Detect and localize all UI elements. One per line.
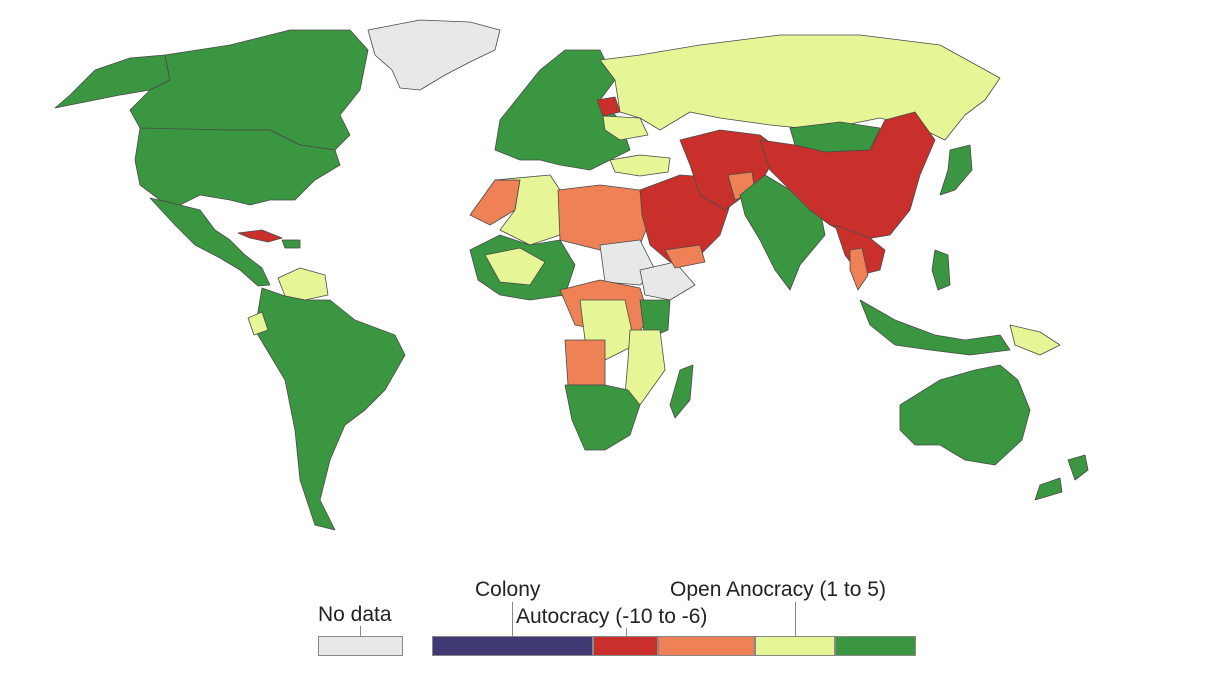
region-australia — [899, 364, 1031, 466]
region-turkey — [609, 154, 671, 177]
region-cuba — [237, 229, 283, 243]
region-russia — [599, 34, 1001, 141]
region-angola — [564, 339, 606, 386]
region-ukraine — [602, 115, 649, 141]
legend-swatch-no-data — [318, 636, 403, 656]
legend-swatch-autocracy — [593, 636, 658, 656]
region-indonesia — [859, 299, 1011, 356]
region-japan — [939, 144, 973, 196]
region-madagascar — [669, 364, 694, 419]
region-hispaniola — [281, 239, 301, 249]
legend-swatch-open-anocracy — [755, 636, 835, 656]
legend-label-no-data: No data — [318, 603, 392, 626]
region-thailand — [849, 247, 869, 291]
legend-swatch-democracy — [835, 636, 916, 656]
region-south-america — [254, 287, 406, 531]
region-venezuela — [277, 267, 329, 301]
tick-no-data — [360, 626, 361, 636]
region-yemen — [664, 244, 706, 269]
region-southern-africa — [564, 384, 641, 451]
region-mexico-central-america — [149, 197, 271, 287]
tick-colony — [512, 602, 513, 636]
region-horn — [639, 261, 696, 301]
region-mali-niger — [484, 247, 546, 286]
tick-autocracy — [626, 628, 627, 636]
world-map — [54, 19, 1089, 531]
legend-label-autocracy: Autocracy (-10 to -6) — [516, 605, 708, 628]
region-ecuador — [247, 311, 269, 336]
legend-swatch-colony — [432, 636, 593, 656]
region-libya-egypt — [557, 184, 649, 251]
tick-open-anocracy — [795, 602, 796, 636]
region-png — [1009, 324, 1061, 356]
region-philippines — [931, 249, 951, 291]
region-greenland — [367, 19, 501, 91]
legend-label-colony: Colony — [475, 578, 541, 601]
legend-swatch-closed-anocracy — [658, 636, 755, 656]
legend-label-open-anocracy: Open Anocracy (1 to 5) — [670, 578, 886, 601]
region-china — [759, 111, 936, 241]
region-new-zealand — [1034, 454, 1089, 501]
region-usa — [134, 127, 341, 206]
